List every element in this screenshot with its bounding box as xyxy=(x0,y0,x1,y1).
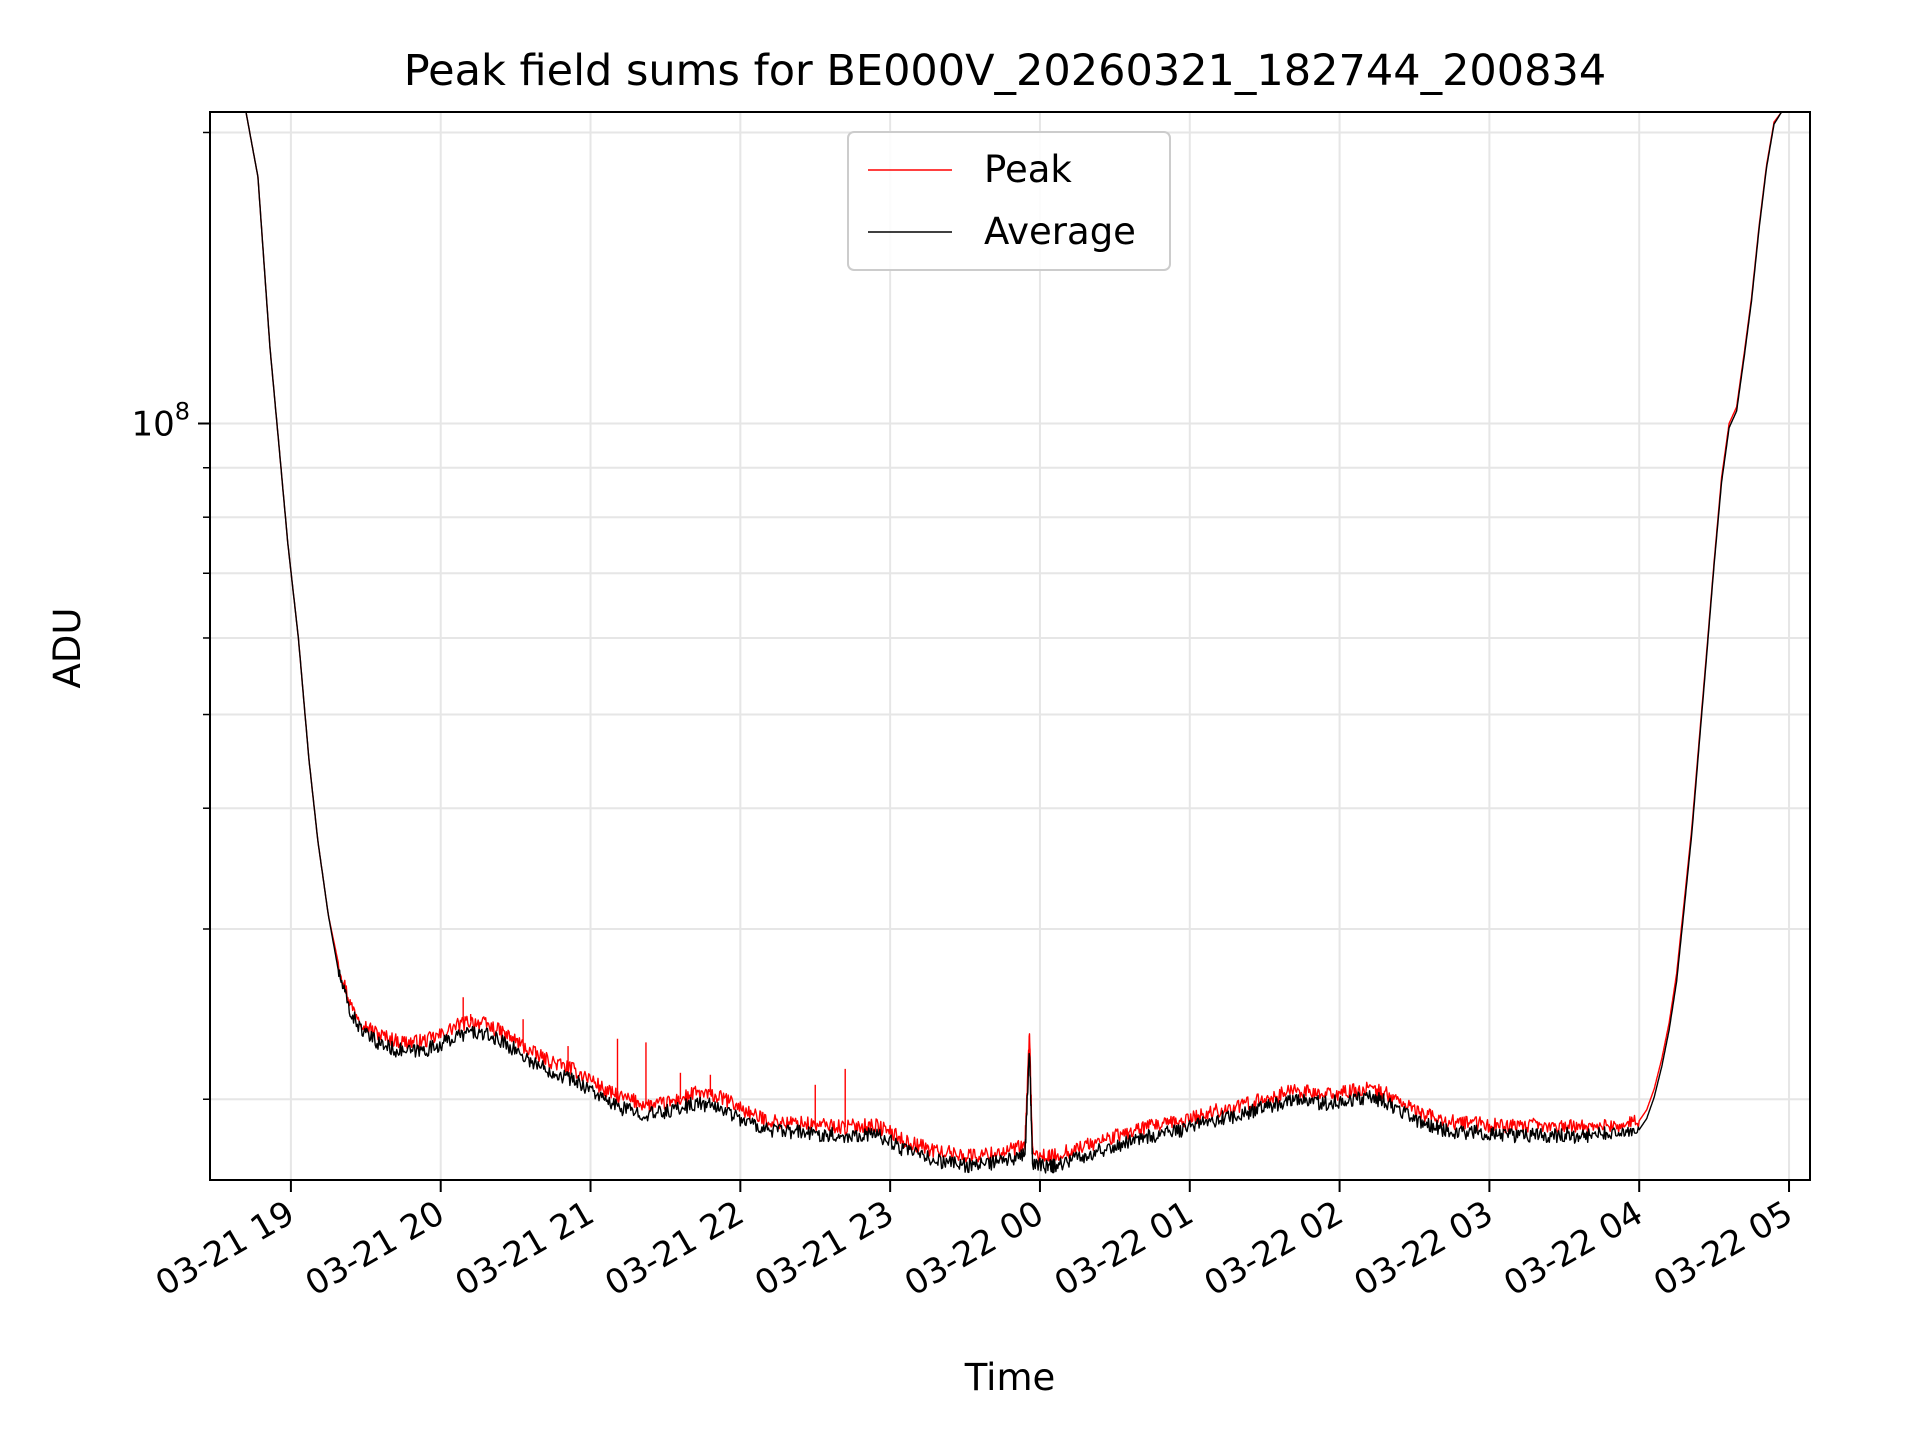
grid xyxy=(210,112,1810,1180)
legend: Peak Average xyxy=(847,131,1171,271)
plot-frame xyxy=(209,111,1811,1181)
plot-area xyxy=(245,112,1810,1174)
series-line-average xyxy=(245,112,1810,1174)
legend-label-average: Average xyxy=(984,210,1136,253)
chart-title: Peak field sums for BE000V_20260321_1827… xyxy=(404,46,1606,96)
legend-box xyxy=(847,131,1171,271)
legend-label-peak: Peak xyxy=(984,148,1072,191)
series-layer xyxy=(245,112,1810,1174)
x-axis-label: Time xyxy=(964,1356,1056,1399)
y-axis-label: ADU xyxy=(46,608,89,689)
